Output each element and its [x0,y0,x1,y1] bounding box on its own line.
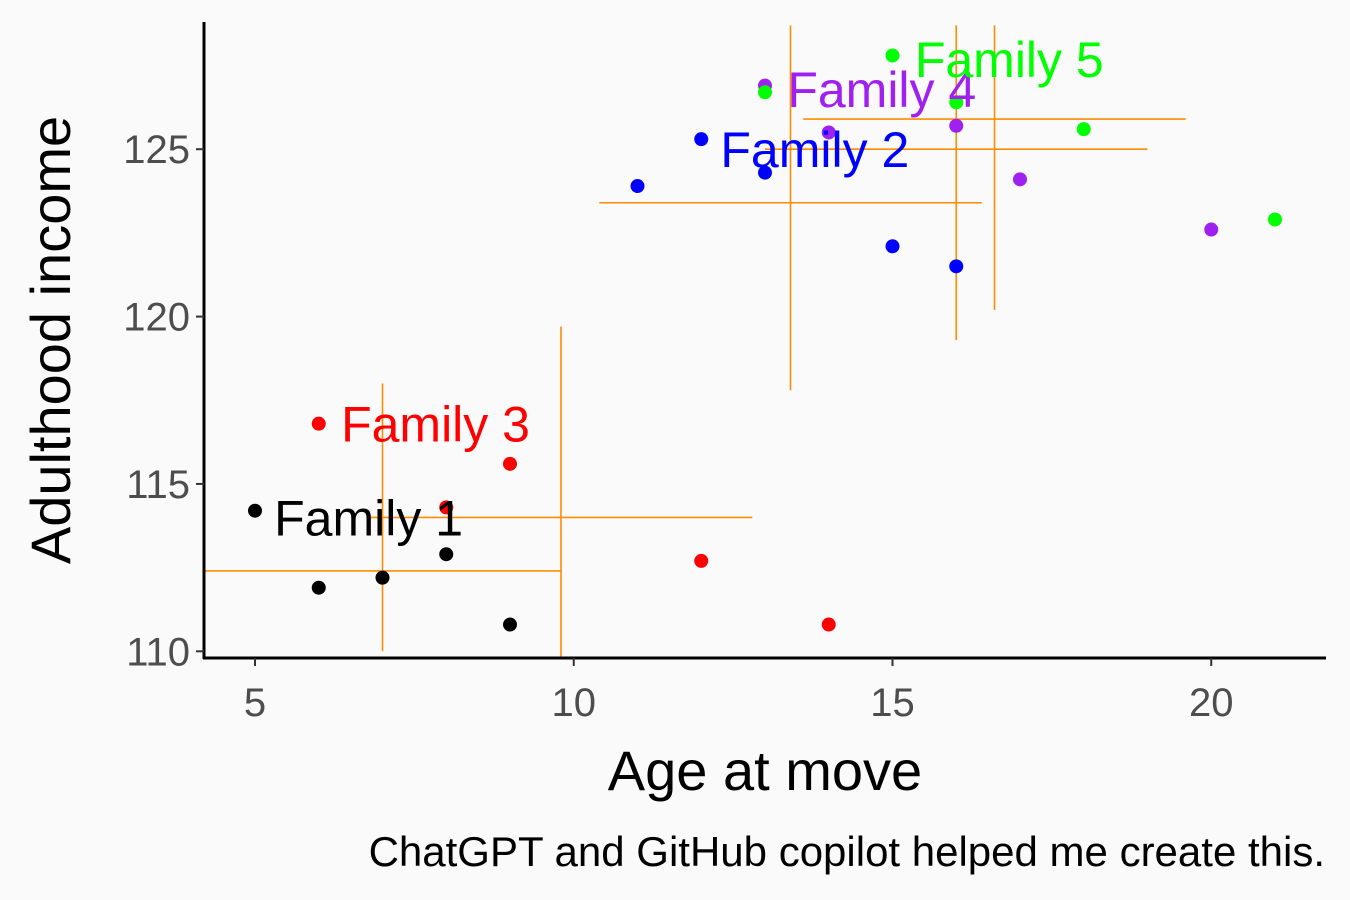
data-point-family-5 [949,95,964,110]
data-point-family-4 [1013,172,1027,187]
family-label-1: Family 1 [274,490,463,546]
data-point-family-4 [821,125,836,140]
data-point-family-1 [248,503,262,518]
data-point-family-1 [311,580,326,595]
data-point-family-5 [758,85,772,100]
x-tick-label: 15 [870,681,915,725]
family-label-3: Family 3 [341,397,530,453]
data-point-family-4 [1204,222,1219,237]
data-point-family-5 [1268,212,1282,227]
family-label-2: Family 2 [720,122,909,178]
data-point-family-2 [694,132,709,147]
axes [202,22,1326,660]
y-tick-label: 125 [123,128,190,172]
data-point-family-5 [885,48,900,63]
data-point-family-1 [375,570,390,585]
y-tick-label: 110 [126,630,190,674]
chart-caption: ChatGPT and GitHub copilot helped me cre… [369,828,1325,875]
y-tick-label: 115 [126,463,190,507]
x-tick-label: 20 [1189,681,1234,725]
data-point-family-2 [885,239,900,254]
data-point-family-3 [311,416,326,431]
data-point-family-3 [694,553,709,568]
x-axis-title: Age at move [608,739,922,802]
x-tick-label: 5 [244,681,266,725]
data-point-family-4 [949,118,964,133]
family-label-5: Family 5 [915,32,1104,88]
data-point-family-3 [439,500,454,515]
data-point-family-1 [439,547,454,562]
y-axis-title: Adulthood income [19,116,82,564]
crosshair-layer [204,25,1186,658]
data-point-family-3 [821,617,836,632]
x-tick-label: 10 [552,681,597,725]
data-point-family-2 [758,165,772,180]
tick-layer: 5 10 15 20 110 115 120 125 [123,128,1233,725]
data-point-family-5 [1076,122,1091,137]
family-label-4: Family 4 [787,62,976,118]
data-point-family-2 [630,179,645,194]
data-point-family-2 [949,259,964,274]
data-point-family-3 [503,456,517,471]
data-point-family-1 [503,617,517,632]
y-tick-label: 120 [123,296,190,340]
point-layer [248,48,1282,632]
